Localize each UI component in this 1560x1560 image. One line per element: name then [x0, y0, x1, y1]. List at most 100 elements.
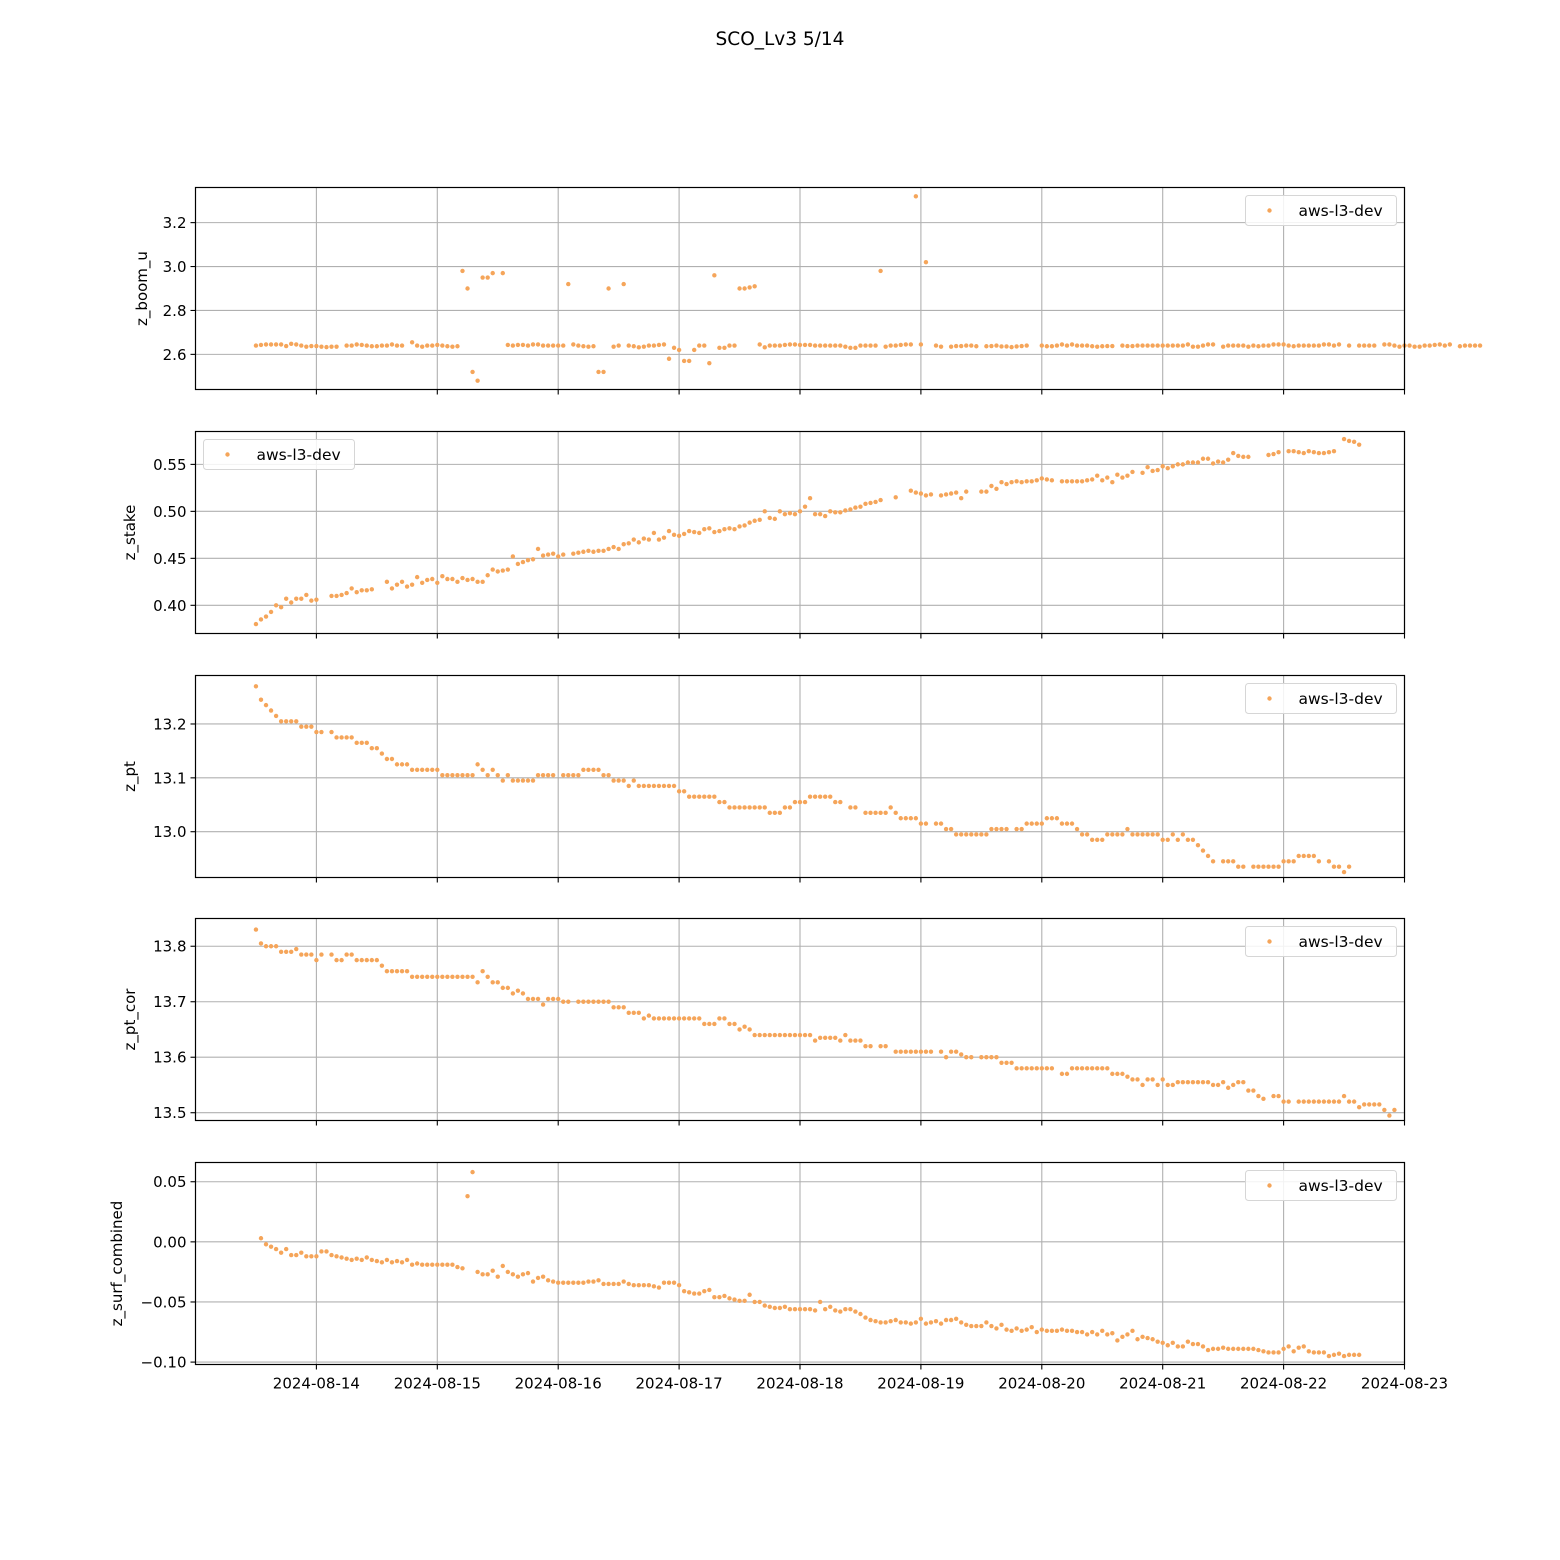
data-point	[1220, 344, 1226, 349]
data-point	[853, 805, 858, 810]
data-point	[1210, 1346, 1216, 1352]
data-point	[1095, 473, 1100, 478]
data-point	[1301, 1099, 1306, 1104]
data-point	[1155, 343, 1160, 348]
data-point	[258, 617, 264, 622]
data-point	[1105, 475, 1110, 480]
legend-label: aws-l3-dev	[1299, 202, 1383, 220]
y-tick-label: 3.0	[163, 258, 187, 276]
data-point	[611, 544, 616, 550]
data-point	[374, 1258, 380, 1264]
legend: aws-l3-dev	[1245, 195, 1397, 226]
data-point	[364, 740, 369, 746]
data-point	[389, 342, 395, 347]
data-point	[1039, 1066, 1045, 1071]
data-point	[1291, 344, 1296, 349]
data-point	[858, 504, 863, 509]
data-point	[596, 999, 601, 1004]
data-point	[465, 1193, 470, 1199]
data-point	[1100, 837, 1105, 842]
data-point	[742, 523, 747, 528]
data-point	[1231, 343, 1236, 348]
data-point	[359, 1257, 364, 1263]
data-point	[314, 597, 319, 602]
data-point	[419, 580, 425, 585]
data-point	[425, 767, 430, 772]
data-point	[1029, 1066, 1034, 1071]
data-point	[1210, 461, 1216, 466]
data-point	[923, 821, 929, 826]
data-point	[666, 528, 672, 534]
data-point	[1382, 342, 1387, 347]
data-point	[304, 1254, 309, 1259]
data-point	[722, 799, 727, 805]
data-point	[379, 343, 385, 348]
data-point	[1296, 449, 1301, 455]
data-point	[581, 1280, 586, 1285]
data-point	[1261, 1349, 1266, 1354]
data-point	[1170, 1340, 1175, 1346]
data-point	[1225, 859, 1231, 864]
data-point	[953, 490, 959, 495]
data-point	[1150, 832, 1155, 837]
data-point	[258, 342, 264, 348]
data-point	[510, 1272, 516, 1277]
data-point	[727, 1021, 732, 1027]
data-point	[263, 342, 269, 347]
data-point	[1286, 449, 1291, 454]
data-point	[349, 343, 354, 348]
data-point	[1185, 1339, 1191, 1344]
data-point	[732, 343, 737, 348]
data-point	[661, 783, 667, 789]
data-point	[913, 490, 919, 495]
data-point	[389, 586, 395, 591]
data-point	[1165, 837, 1170, 842]
data-point	[339, 1255, 344, 1260]
data-point	[893, 1317, 898, 1323]
data-point	[1105, 343, 1110, 349]
data-point	[959, 343, 964, 349]
data-point	[1079, 1329, 1085, 1335]
data-point	[1200, 848, 1206, 853]
data-point	[1301, 1344, 1306, 1349]
data-point	[435, 974, 440, 979]
data-point	[777, 1032, 783, 1038]
data-point	[339, 957, 344, 963]
data-point	[581, 344, 586, 349]
data-point	[1084, 1066, 1090, 1071]
data-point	[1316, 450, 1322, 456]
data-point	[1120, 1071, 1125, 1077]
data-point	[948, 1317, 954, 1323]
data-point	[1095, 1066, 1100, 1071]
legend-marker	[225, 452, 230, 457]
data-point	[853, 505, 858, 510]
data-point	[309, 724, 314, 729]
data-point	[616, 1005, 621, 1010]
data-point	[1200, 343, 1206, 348]
data-point	[419, 974, 425, 979]
data-point	[1326, 1353, 1332, 1359]
data-point	[490, 567, 495, 572]
data-point	[1236, 453, 1241, 459]
data-point	[802, 1032, 808, 1038]
legend: aws-l3-dev	[1245, 1170, 1397, 1201]
data-point	[470, 974, 475, 979]
data-point	[772, 343, 778, 348]
data-point	[651, 530, 657, 536]
data-point	[369, 746, 375, 751]
data-point	[576, 343, 581, 348]
data-point	[1110, 1071, 1115, 1077]
data-point	[304, 344, 309, 349]
data-point	[1407, 343, 1412, 348]
data-point	[1190, 837, 1196, 842]
data-point	[1286, 859, 1291, 864]
legend-marker	[1267, 208, 1272, 213]
data-point	[1024, 821, 1029, 826]
data-point	[399, 969, 405, 974]
data-point	[324, 344, 329, 350]
data-point	[1160, 1340, 1165, 1346]
data-point	[1331, 449, 1337, 454]
data-point	[959, 1320, 964, 1325]
data-point	[717, 1294, 722, 1300]
data-point	[460, 575, 465, 581]
